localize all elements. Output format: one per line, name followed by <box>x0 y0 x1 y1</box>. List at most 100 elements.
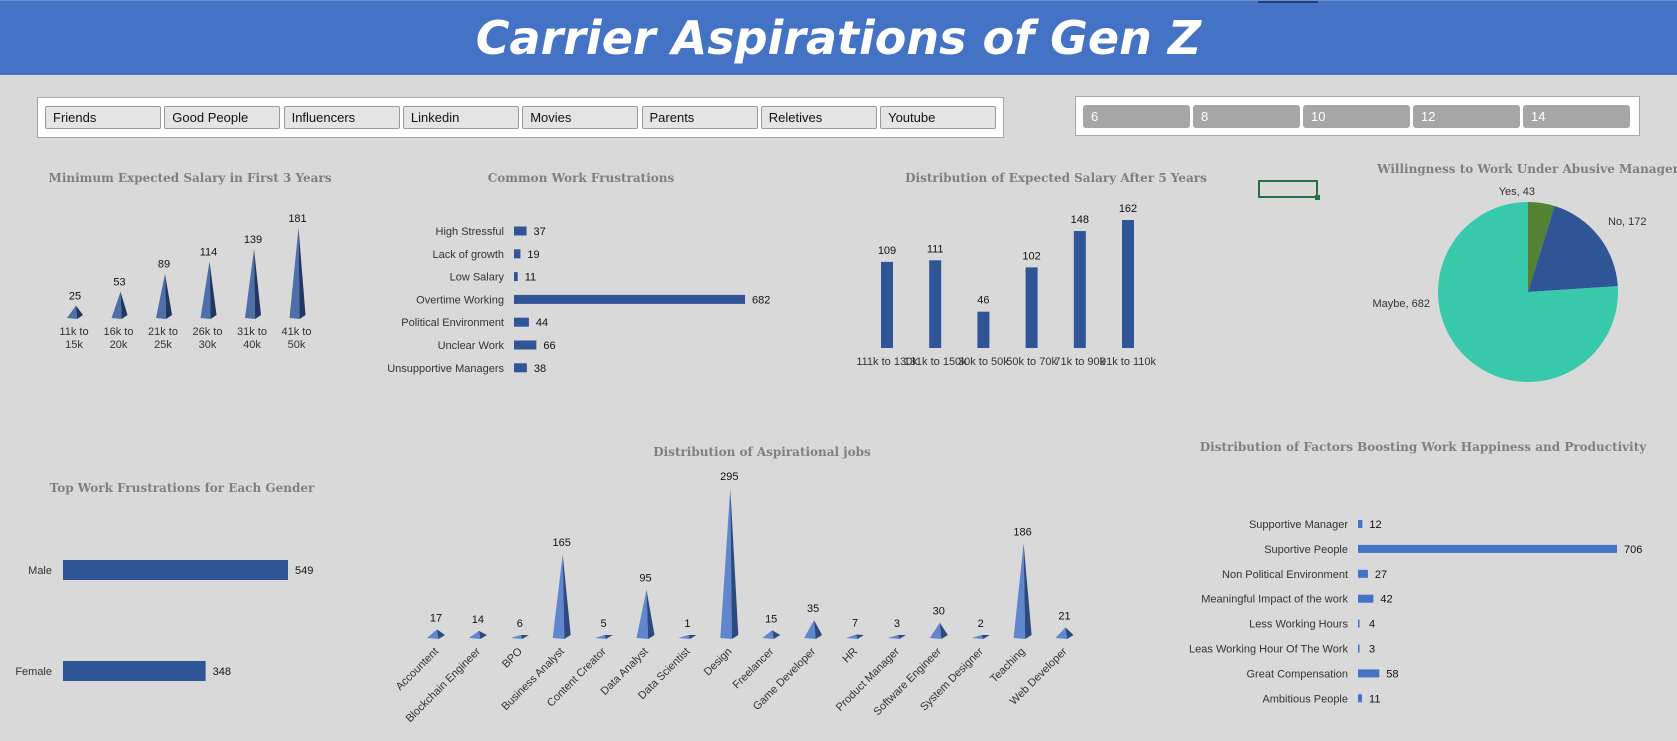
x-tick-label: 26k to 30k <box>193 326 223 351</box>
chart-title: Distribution of Factors Boosting Work Ha… <box>1200 440 1647 454</box>
influence-source-slicer: Friends Good People Influencers Linkedin Mov… <box>37 97 1004 138</box>
happiness-factors-chart: Distribution of Factors Boosting Work Ha… <box>1189 440 1647 705</box>
data-label: 165 <box>553 537 571 549</box>
bar-low-salary <box>514 272 518 282</box>
bar-political-environment <box>514 317 529 327</box>
chart-title: Minimum Expected Salary in First 3 Years <box>49 171 332 185</box>
bar-high-stressful <box>514 226 527 236</box>
cell-selection[interactable] <box>1258 180 1320 200</box>
slicer-item-linkedin[interactable]: Linkedin <box>402 106 519 129</box>
data-label: 42 <box>1380 594 1392 606</box>
data-label: 7 <box>852 617 858 629</box>
bar-blockchain-engineer <box>468 630 487 639</box>
slicer-item-parents[interactable]: Parents <box>641 106 758 129</box>
data-label: 89 <box>158 259 170 271</box>
data-label: 1 <box>684 618 690 630</box>
x-tick-label: Teaching <box>988 646 1028 686</box>
data-label: 4 <box>1369 619 1375 631</box>
slicer-item-movies[interactable]: Movies <box>522 106 639 129</box>
bar-meaningful-impact-of-the-work <box>1358 594 1374 603</box>
bar-41k-to-50k <box>289 228 306 319</box>
slicer-item-influencers[interactable]: Influencers <box>283 106 400 129</box>
frustrations-chart: Common Work Frustrations High Stressful 37… <box>387 171 770 375</box>
x-tick-label: 91k to 110k <box>1100 356 1157 368</box>
pie-slice-yes <box>1528 202 1555 292</box>
slicer-item-reletives[interactable]: Reletives <box>760 106 877 129</box>
x-tick-label: 21k to 25k <box>148 326 178 351</box>
data-label: 139 <box>244 234 262 246</box>
age-slicer: 6 8 10 12 14 <box>1075 96 1640 136</box>
x-tick-line: 31k to <box>237 326 267 338</box>
age-slicer-item-10[interactable]: 10 <box>1303 105 1410 128</box>
data-label: 111 <box>927 243 944 255</box>
bar-leas-working-hour-of-the-work <box>1358 644 1360 653</box>
x-tick-label: BPO <box>500 645 525 670</box>
bar-unsupportive-managers <box>514 363 527 373</box>
data-label: 6 <box>517 618 523 630</box>
slicer-item-friends[interactable]: Friends <box>45 106 161 129</box>
data-label: 162 <box>1119 203 1137 215</box>
data-label: 14 <box>472 614 484 626</box>
x-tick-label: 50k to 70k <box>1006 356 1057 368</box>
x-tick-line: 41k to <box>282 326 312 338</box>
bar-50k-to-70k <box>1025 267 1038 348</box>
x-tick-label: 41k to 50k <box>282 326 312 351</box>
y-tick-label: Unclear Work <box>438 340 505 352</box>
bar-software-engineer <box>929 622 948 639</box>
bar-hr <box>846 634 864 639</box>
bar-content-creator <box>594 635 613 639</box>
bar-31k-to-40k <box>245 248 261 319</box>
x-tick-label: Design <box>702 646 735 679</box>
bar-web-developer <box>1055 627 1074 639</box>
data-label: Maybe, 682 <box>1373 298 1430 310</box>
y-tick-label: Unsupportive Managers <box>387 363 504 375</box>
age-slicer-item-6[interactable]: 6 <box>1083 105 1190 128</box>
fill-handle[interactable] <box>1315 195 1320 200</box>
bar-unclear-work <box>514 340 537 350</box>
x-tick-line: 15k <box>65 339 83 351</box>
slicer-item-good-people[interactable]: Good People <box>164 106 281 129</box>
y-tick-label: Great Compensation <box>1247 668 1349 680</box>
y-tick-label: Leas Working Hour Of The Work <box>1189 644 1348 656</box>
abusive-manager-chart: Willingness to Work Under Abusive Manage… <box>1373 162 1677 382</box>
data-label: 181 <box>288 213 306 225</box>
data-label: 186 <box>1013 526 1031 538</box>
x-tick-label: 11k to 15k <box>59 326 88 351</box>
x-tick-label: 131k to 150k <box>904 356 967 368</box>
x-tick-label: 111k to 130k <box>856 356 918 368</box>
data-label: 295 <box>720 471 738 483</box>
data-label: No, 172 <box>1608 216 1647 228</box>
bar-bpo <box>510 634 529 639</box>
bar-freelancer <box>762 630 781 639</box>
bar-teaching <box>1013 543 1032 639</box>
slicer-item-youtube[interactable]: Youtube <box>880 106 997 129</box>
bar-lack-of-growth <box>514 249 521 259</box>
age-slicer-item-8[interactable]: 8 <box>1193 105 1300 128</box>
bar-71k-to-90k <box>1073 231 1086 348</box>
data-label: 5 <box>601 618 607 630</box>
page-title: Carrier Aspirations of Gen Z <box>475 11 1202 65</box>
y-tick-label: Ambitious People <box>1262 693 1348 705</box>
age-slicer-item-12[interactable]: 12 <box>1413 105 1520 128</box>
data-label: 109 <box>878 245 896 257</box>
aspirational-jobs-chart: Distribution of Aspirational jobs17Accou… <box>394 445 1074 725</box>
data-label: 11 <box>1369 693 1380 705</box>
data-label: 30 <box>933 606 945 618</box>
bar-21k-to-25k <box>156 273 172 319</box>
data-label: 11 <box>525 272 536 284</box>
y-tick-label: Low Salary <box>450 272 505 284</box>
bar-product-manager <box>887 635 906 639</box>
age-slicer-item-14[interactable]: 14 <box>1523 105 1630 128</box>
x-tick-line: 11k to <box>59 326 88 338</box>
bar-game-developer <box>804 620 823 639</box>
x-tick-label: 30k to 50k <box>958 356 1009 368</box>
min-salary-chart: Minimum Expected Salary in First 3 Years… <box>49 171 332 351</box>
gender-frustrations-chart: Top Work Frustrations for Each Gender Mal… <box>15 481 315 681</box>
y-tick-label: Lack of growth <box>432 249 504 261</box>
data-label: 46 <box>977 295 989 307</box>
data-label: 3 <box>1369 644 1375 656</box>
bar-female <box>63 661 206 681</box>
pie-slice-no <box>1528 206 1618 292</box>
x-tick-line: 20k <box>110 339 128 351</box>
y-tick-label: High Stressful <box>436 226 504 238</box>
